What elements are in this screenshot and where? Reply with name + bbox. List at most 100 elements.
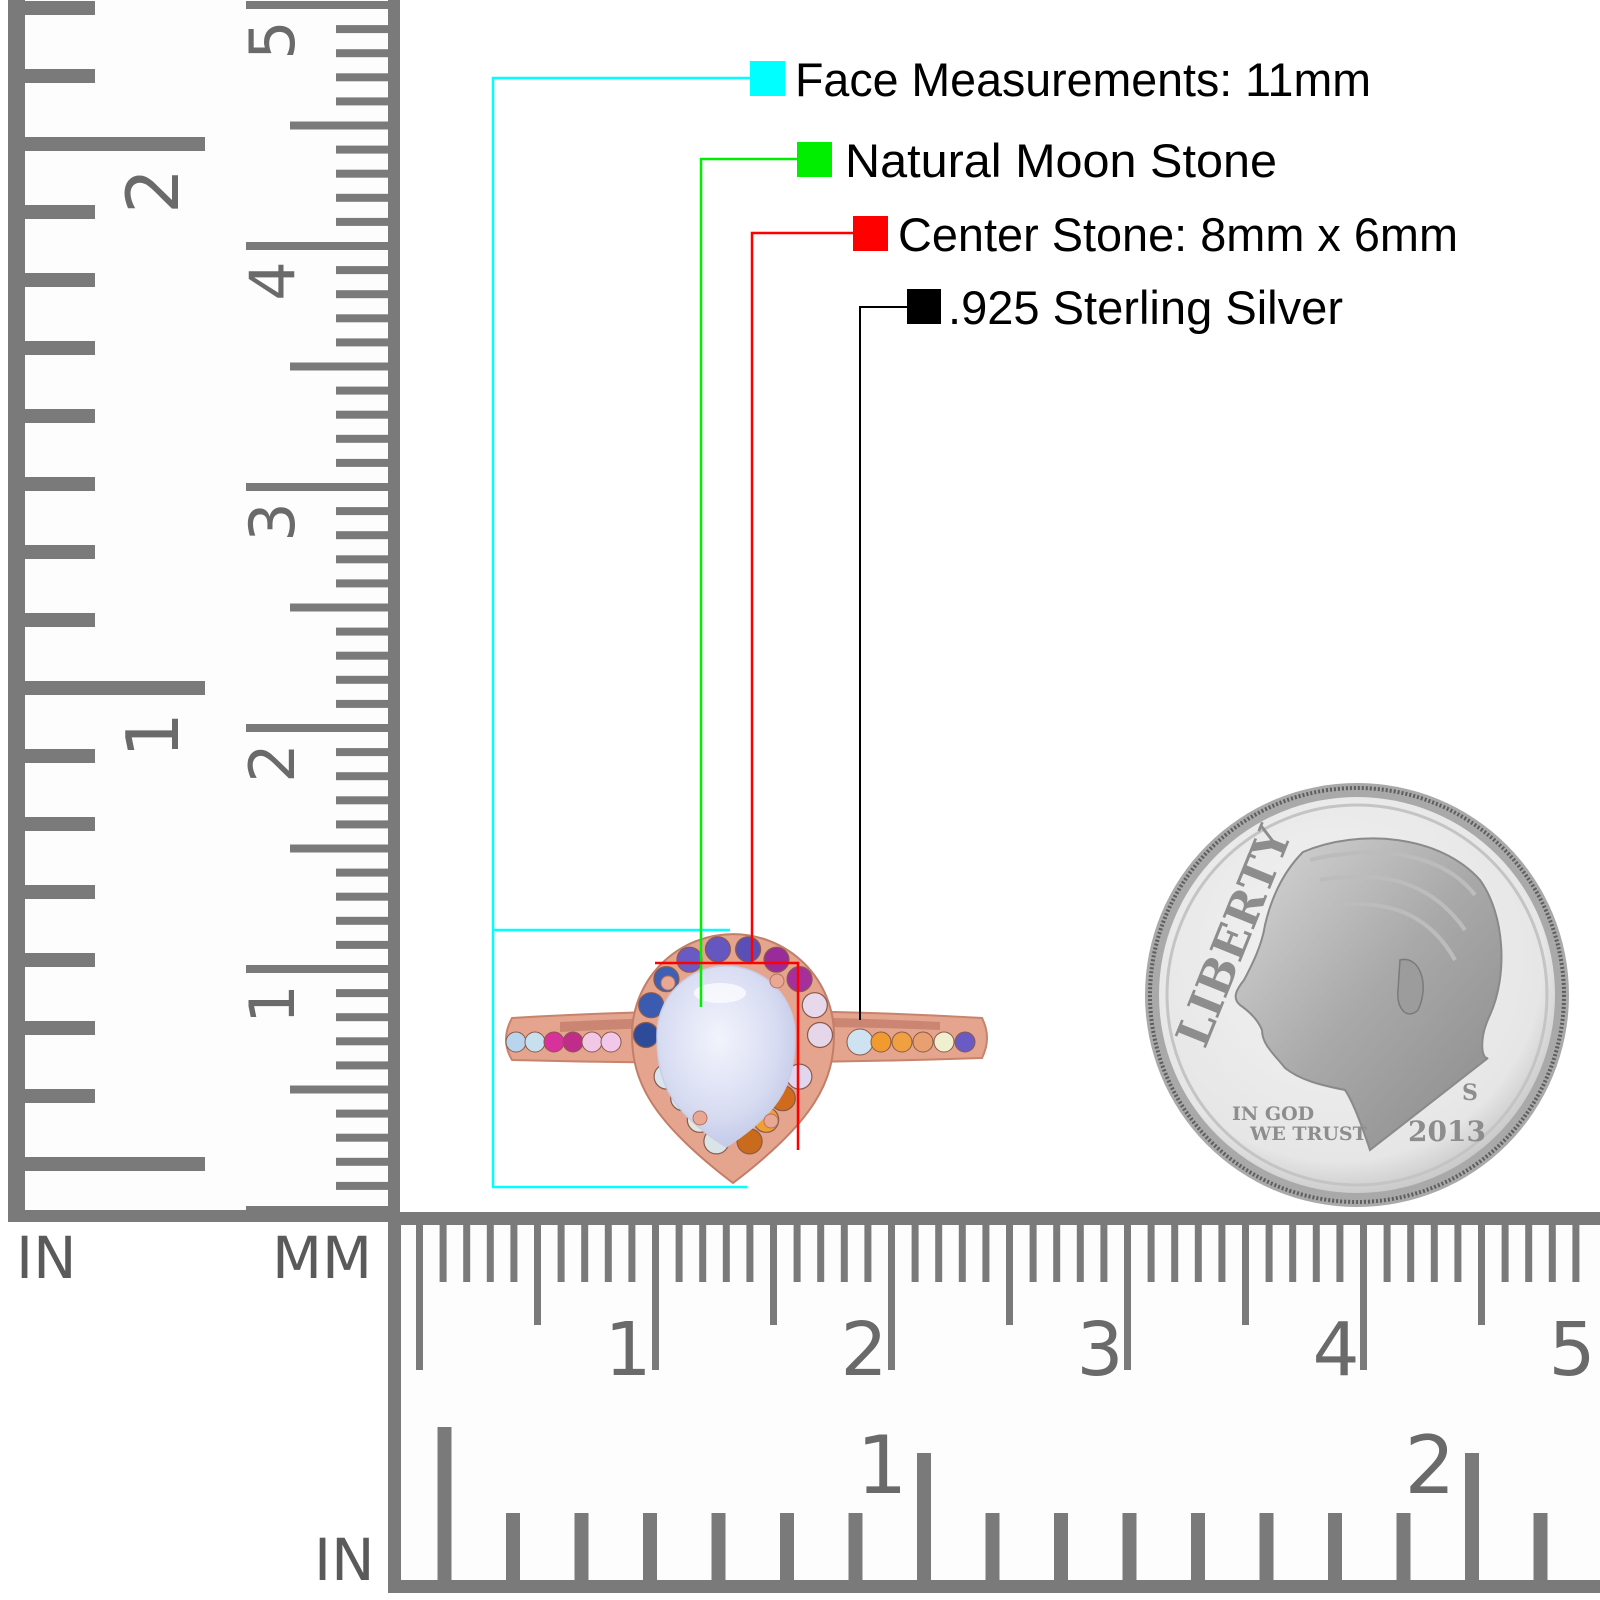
- mm-tick: [336, 169, 388, 178]
- mm-tick: [793, 1225, 801, 1282]
- mm-tick: [336, 1037, 388, 1046]
- dime-coin: LIBERTY IN GOD WE TRUST 2013 S: [1145, 783, 1569, 1207]
- band-stone: [870, 1031, 892, 1053]
- mm-tick: [1312, 1225, 1320, 1282]
- band-stone: [543, 1031, 565, 1053]
- horizontal-ruler-left-edge: [388, 1212, 401, 1593]
- inch-minor-tick: [574, 1513, 589, 1580]
- coin-portrait: [1234, 837, 1503, 1152]
- horizontal-inch-label-1: 1: [857, 1419, 908, 1512]
- inch-minor-tick: [1533, 1513, 1548, 1580]
- mm-tick: [1147, 1225, 1155, 1282]
- legend-label: Center Stone: 8mm x 6mm: [898, 208, 1458, 261]
- inch-minor-tick: [848, 1513, 863, 1580]
- horizontal-mm-label-4: 4: [1312, 1307, 1359, 1393]
- inch-minor-tick: [25, 545, 95, 559]
- mm-tick: [336, 651, 388, 660]
- inch-minor-tick: [25, 69, 95, 83]
- horizontal-in-unit-label: IN: [314, 1526, 375, 1594]
- vertical-inch-label-2: 2: [111, 168, 195, 214]
- inch-minor-tick: [25, 885, 95, 899]
- prong: [660, 975, 676, 991]
- mm-tick: [1289, 1225, 1297, 1282]
- mm-tick: [958, 1225, 966, 1282]
- vertical-mm-ticks: [246, 1, 388, 1214]
- mm-tick: [486, 1225, 494, 1282]
- mm-tick: [336, 1133, 388, 1142]
- vertical-mm-label-3: 3: [236, 502, 309, 541]
- mm-cm-tick: [246, 965, 388, 973]
- mm-tick: [336, 699, 388, 708]
- legend-swatch-red: [853, 216, 888, 251]
- mm-tick: [336, 868, 388, 877]
- mm-cm-tick: [888, 1225, 895, 1370]
- mm-cm-tick: [652, 1225, 659, 1370]
- mm-tick: [699, 1225, 707, 1282]
- vertical-inch-label-1: 1: [111, 712, 195, 758]
- face-measurement-bracket: [491, 76, 750, 1189]
- mm-tick: [336, 772, 388, 781]
- mm-tick: [336, 434, 388, 443]
- mm-tick: [336, 410, 388, 419]
- mm-tick: [336, 193, 388, 202]
- mm-tick: [675, 1225, 683, 1282]
- mm-tick: [1053, 1225, 1061, 1282]
- band-stone: [505, 1031, 527, 1053]
- mm-tick: [982, 1225, 990, 1282]
- inch-major-tick: [917, 1453, 931, 1580]
- mm-tick: [1430, 1225, 1438, 1282]
- mm-tick: [336, 25, 388, 34]
- vertical-ruler: 1 2 1 2 3 4 5: [8, 0, 400, 1222]
- band-stone: [846, 1028, 874, 1056]
- mm-cm-tick: [1124, 1225, 1131, 1370]
- halo-stone: [806, 1021, 834, 1049]
- vertical-mm-label-5: 5: [236, 20, 309, 59]
- mm-tick: [336, 1109, 388, 1118]
- legend-item-sterling-silver: .925 Sterling Silver: [907, 281, 1343, 334]
- coin-year: 2013: [1408, 1115, 1486, 1148]
- mm-tick: [864, 1225, 872, 1282]
- legend-label: Face Measurements: 11mm: [795, 53, 1371, 106]
- mm-tick: [336, 386, 388, 395]
- mm-tick: [336, 989, 388, 998]
- inch-minor-tick: [506, 1513, 520, 1580]
- mm-tick: [336, 145, 388, 154]
- horizontal-mm-label-2: 2: [840, 1307, 887, 1393]
- mm-tick: [1100, 1225, 1108, 1282]
- mm-tick: [604, 1225, 612, 1282]
- mm-tick: [1242, 1225, 1249, 1325]
- vertical-inch-ticks: [25, 1, 205, 1171]
- inch-major-tick: [25, 681, 205, 695]
- band-stones: [505, 1028, 976, 1056]
- band-stone: [562, 1031, 584, 1053]
- mm-tick: [336, 290, 388, 299]
- halo-stone: [786, 965, 813, 993]
- mm-cm-tick: [246, 483, 388, 491]
- mm-tick: [1548, 1225, 1556, 1282]
- halo-stone: [704, 936, 732, 963]
- band-stone: [912, 1031, 934, 1053]
- inch-minor-tick: [711, 1513, 726, 1580]
- mm-tick: [336, 796, 388, 805]
- legend-swatch-black: [907, 289, 941, 324]
- coin-reeded-edge: [1148, 786, 1566, 1204]
- moonstone-highlight: [694, 983, 746, 1003]
- mm-tick: [336, 940, 388, 949]
- mm-tick: [1336, 1225, 1344, 1282]
- coin-portrait-ear: [1397, 958, 1424, 1015]
- mm-tick: [534, 1225, 541, 1325]
- band-stone: [933, 1031, 955, 1053]
- mm-tick: [336, 1181, 388, 1190]
- mm-cm-tick: [246, 242, 388, 250]
- mm-tick: [336, 458, 388, 467]
- mm-tick: [1006, 1225, 1013, 1325]
- band-stone: [524, 1031, 546, 1053]
- mm-tick: [290, 844, 388, 853]
- mm-tick: [336, 338, 388, 347]
- inch-major-tick: [25, 1157, 205, 1171]
- mm-tick: [840, 1225, 848, 1282]
- mm-tick: [557, 1225, 565, 1282]
- horizontal-inch-ticks: [437, 1427, 1548, 1580]
- mm-tick: [336, 507, 388, 516]
